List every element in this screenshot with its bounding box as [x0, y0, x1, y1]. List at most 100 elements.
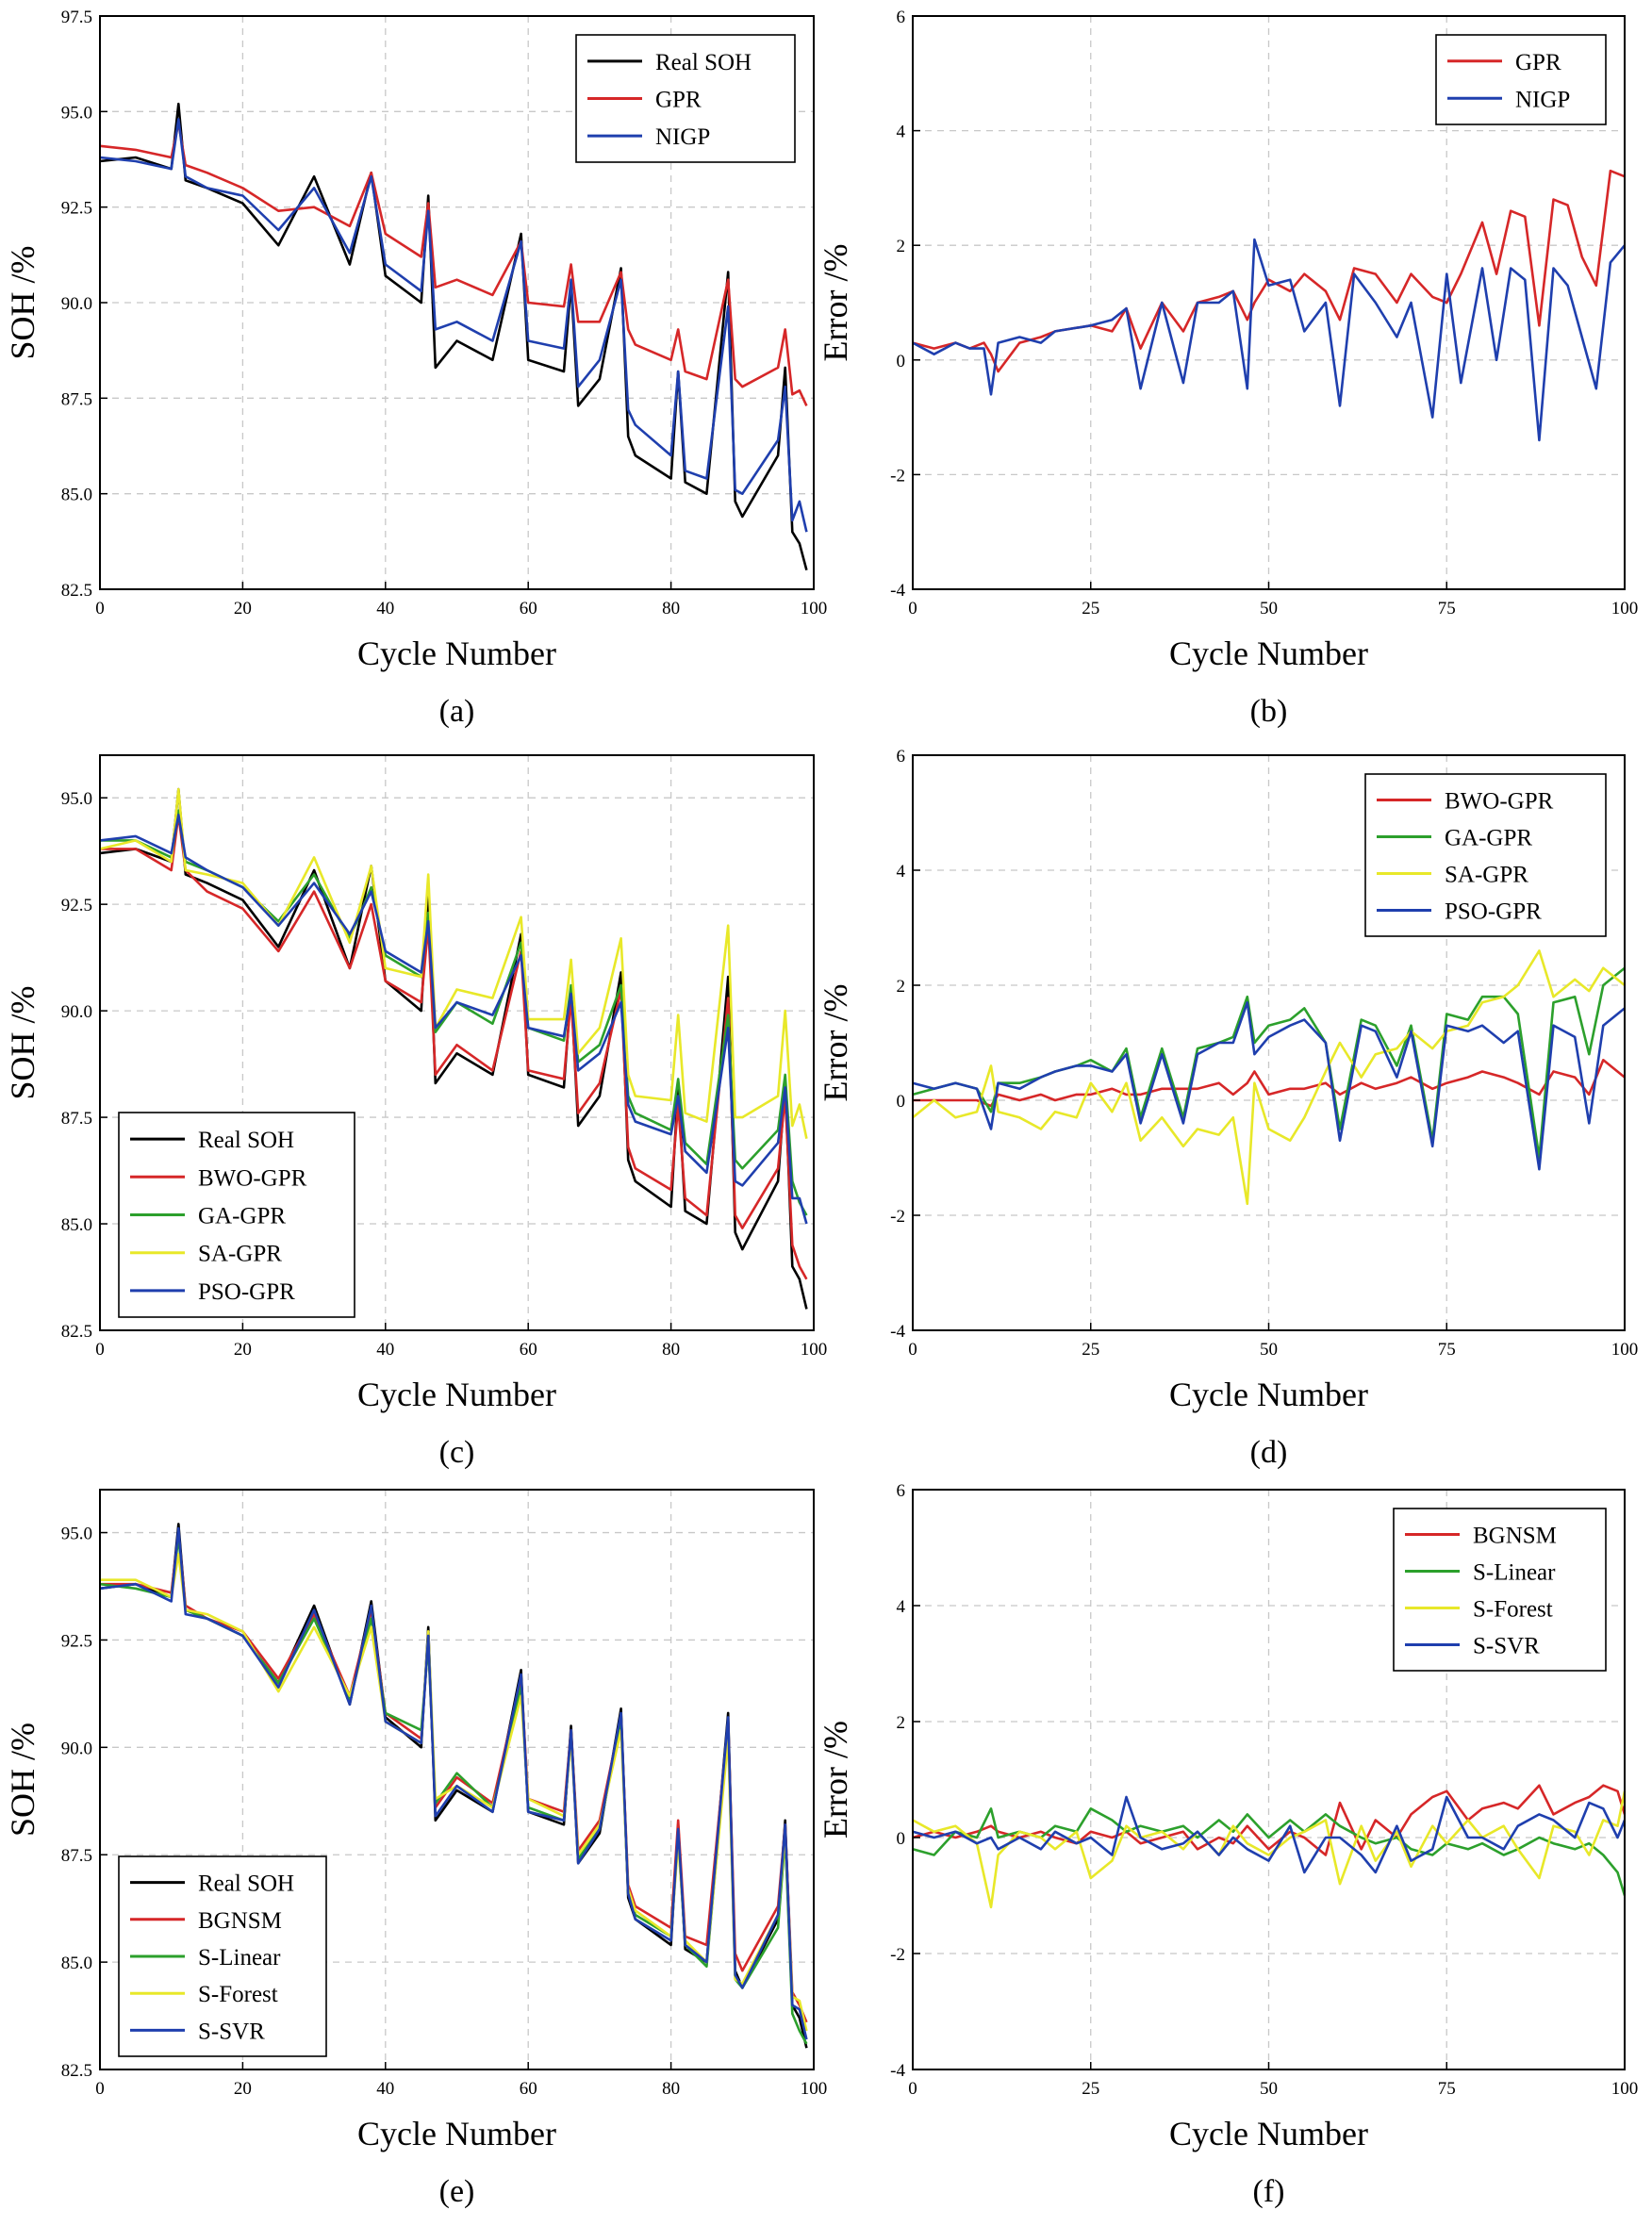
x-tick-label: 20	[234, 2079, 252, 2099]
legend: Real SOH GPR NIGP	[575, 34, 796, 163]
legend-label: S-SVR	[198, 2019, 265, 2044]
legend: BGNSM S-Linear S-Forest S-SVR	[1393, 1508, 1607, 1672]
y-tick-label: 82.5	[61, 2061, 92, 2081]
y-tick-label: 85.0	[61, 486, 92, 505]
y-tick-label: -4	[890, 1322, 905, 1342]
series-line	[913, 1059, 1626, 1108]
x-axis-label: Cycle Number	[357, 635, 556, 672]
y-tick-label: 6	[897, 1481, 906, 1501]
x-tick-label: 0	[95, 1340, 105, 1360]
legend-label: S-Linear	[1473, 1560, 1556, 1586]
series-line	[912, 1790, 1627, 1909]
legend-label: BGNSM	[1473, 1524, 1557, 1549]
y-axis-label: SOH /%	[4, 985, 41, 1099]
y-tick-label: 90.0	[61, 1739, 92, 1758]
y-tick-label: 0	[897, 1829, 906, 1849]
legend: Real SOH BGNSM S-Linear S-Forest S-SVR	[118, 1855, 327, 2057]
y-tick-label: 95.0	[61, 789, 92, 809]
y-tick-label: 0	[897, 1092, 906, 1112]
y-tick-label: -2	[890, 1945, 905, 1965]
series-line	[912, 169, 1626, 373]
y-tick-label: 87.5	[61, 389, 92, 409]
chart-panel: 0 25 50 75 100 -4 -2 0 2 4 6 Cycle Number Error /% (d…	[817, 747, 1638, 1470]
legend-label: S-SVR	[1473, 1634, 1540, 1659]
legend-label: S-Linear	[198, 1945, 281, 1970]
chart-panel: 0 20 40 60 80 100 82.5 85.0 87.5 90.0 92.5 95.0 Cycl…	[4, 754, 827, 1470]
y-tick-label: 2	[897, 977, 906, 997]
y-tick-label: 87.5	[61, 1846, 92, 1866]
x-tick-label: 0	[95, 2079, 105, 2099]
plot-frame	[99, 754, 815, 1331]
y-tick-label: 6	[897, 8, 906, 27]
x-tick-label: 0	[908, 599, 917, 618]
x-tick-label: 25	[1082, 2079, 1099, 2099]
plot-frame	[99, 1489, 815, 2070]
chart-panel: 0 25 50 75 100 -4 -2 0 2 4 6 Cycle Number Error /% (b…	[817, 8, 1638, 729]
legend-label: Real SOH	[198, 1871, 294, 1897]
series-line	[99, 787, 808, 1139]
x-tick-label: 50	[1260, 2079, 1278, 2099]
x-tick-label: 50	[1260, 599, 1278, 618]
y-tick-label: -4	[890, 2061, 905, 2081]
x-axis-label: Cycle Number	[1169, 1376, 1368, 1413]
x-tick-label: 60	[520, 1340, 537, 1360]
x-tick-label: 0	[95, 599, 105, 618]
x-tick-label: 25	[1082, 599, 1099, 618]
y-tick-label: 0	[897, 352, 906, 371]
x-tick-label: 100	[1611, 1340, 1639, 1360]
y-tick-label: 82.5	[61, 581, 92, 601]
legend-label: NIGP	[1515, 87, 1570, 112]
x-tick-label: 40	[376, 599, 394, 618]
y-tick-label: 92.5	[61, 896, 92, 915]
y-tick-label: -4	[890, 581, 905, 601]
y-tick-label: 4	[897, 1597, 906, 1617]
x-axis-label: Cycle Number	[357, 2115, 556, 2152]
legend-label: BGNSM	[198, 1908, 282, 1934]
series-line	[912, 1795, 1627, 1874]
y-tick-label: -2	[890, 466, 905, 486]
legend: GPR NIGP	[1435, 34, 1607, 125]
series-line	[99, 1526, 808, 2040]
y-tick-label: 92.5	[61, 1631, 92, 1651]
x-tick-label: 75	[1438, 2079, 1456, 2099]
y-tick-label: 82.5	[61, 1322, 92, 1342]
y-tick-label: 92.5	[61, 199, 92, 219]
y-tick-label: 6	[897, 747, 906, 767]
legend-label: PSO-GPR	[1445, 899, 1542, 925]
panel-caption: (a)	[439, 694, 475, 729]
x-tick-label: 100	[801, 599, 828, 618]
y-axis-label: Error /%	[817, 1721, 854, 1839]
x-tick-label: 100	[1611, 2079, 1639, 2099]
legend: Real SOH BWO-GPR GA-GPR SA-GPR PSO-GPR	[118, 1112, 355, 1318]
x-tick-label: 40	[376, 1340, 394, 1360]
panel-caption: (b)	[1250, 694, 1288, 729]
x-tick-label: 80	[662, 599, 680, 618]
series-line	[912, 1784, 1627, 1856]
legend-label: PSO-GPR	[198, 1279, 295, 1305]
y-tick-label: 87.5	[61, 1109, 92, 1129]
panel-caption: (d)	[1250, 1435, 1288, 1470]
series-line	[99, 122, 808, 406]
series-line	[99, 102, 808, 571]
legend-label: BWO-GPR	[1445, 789, 1554, 815]
panel-caption: (f)	[1253, 2174, 1285, 2209]
x-tick-label: 50	[1260, 1340, 1278, 1360]
x-tick-label: 80	[662, 2079, 680, 2099]
x-tick-label: 100	[1611, 599, 1639, 618]
x-tick-label: 60	[520, 599, 537, 618]
legend-label: GA-GPR	[1445, 826, 1532, 851]
legend-label: S-Forest	[1473, 1597, 1553, 1623]
y-axis-label: Error /%	[817, 244, 854, 362]
x-tick-label: 75	[1438, 599, 1456, 618]
chart-panel: 0 20 40 60 80 100 82.5 85.0 87.5 90.0 92.5 95.0 97.5…	[4, 8, 827, 729]
chart-panel: 0 25 50 75 100 -4 -2 0 2 4 6 Cycle Number Error /% (f…	[817, 1481, 1638, 2209]
y-tick-label: 85.0	[61, 1954, 92, 1973]
y-tick-label: 90.0	[61, 294, 92, 314]
legend-label: NIGP	[655, 124, 710, 150]
legend-label: GA-GPR	[198, 1204, 286, 1229]
x-tick-label: 20	[234, 1340, 252, 1360]
x-tick-label: 75	[1438, 1340, 1456, 1360]
y-tick-label: 2	[897, 237, 906, 256]
legend-label: GPR	[655, 88, 702, 113]
